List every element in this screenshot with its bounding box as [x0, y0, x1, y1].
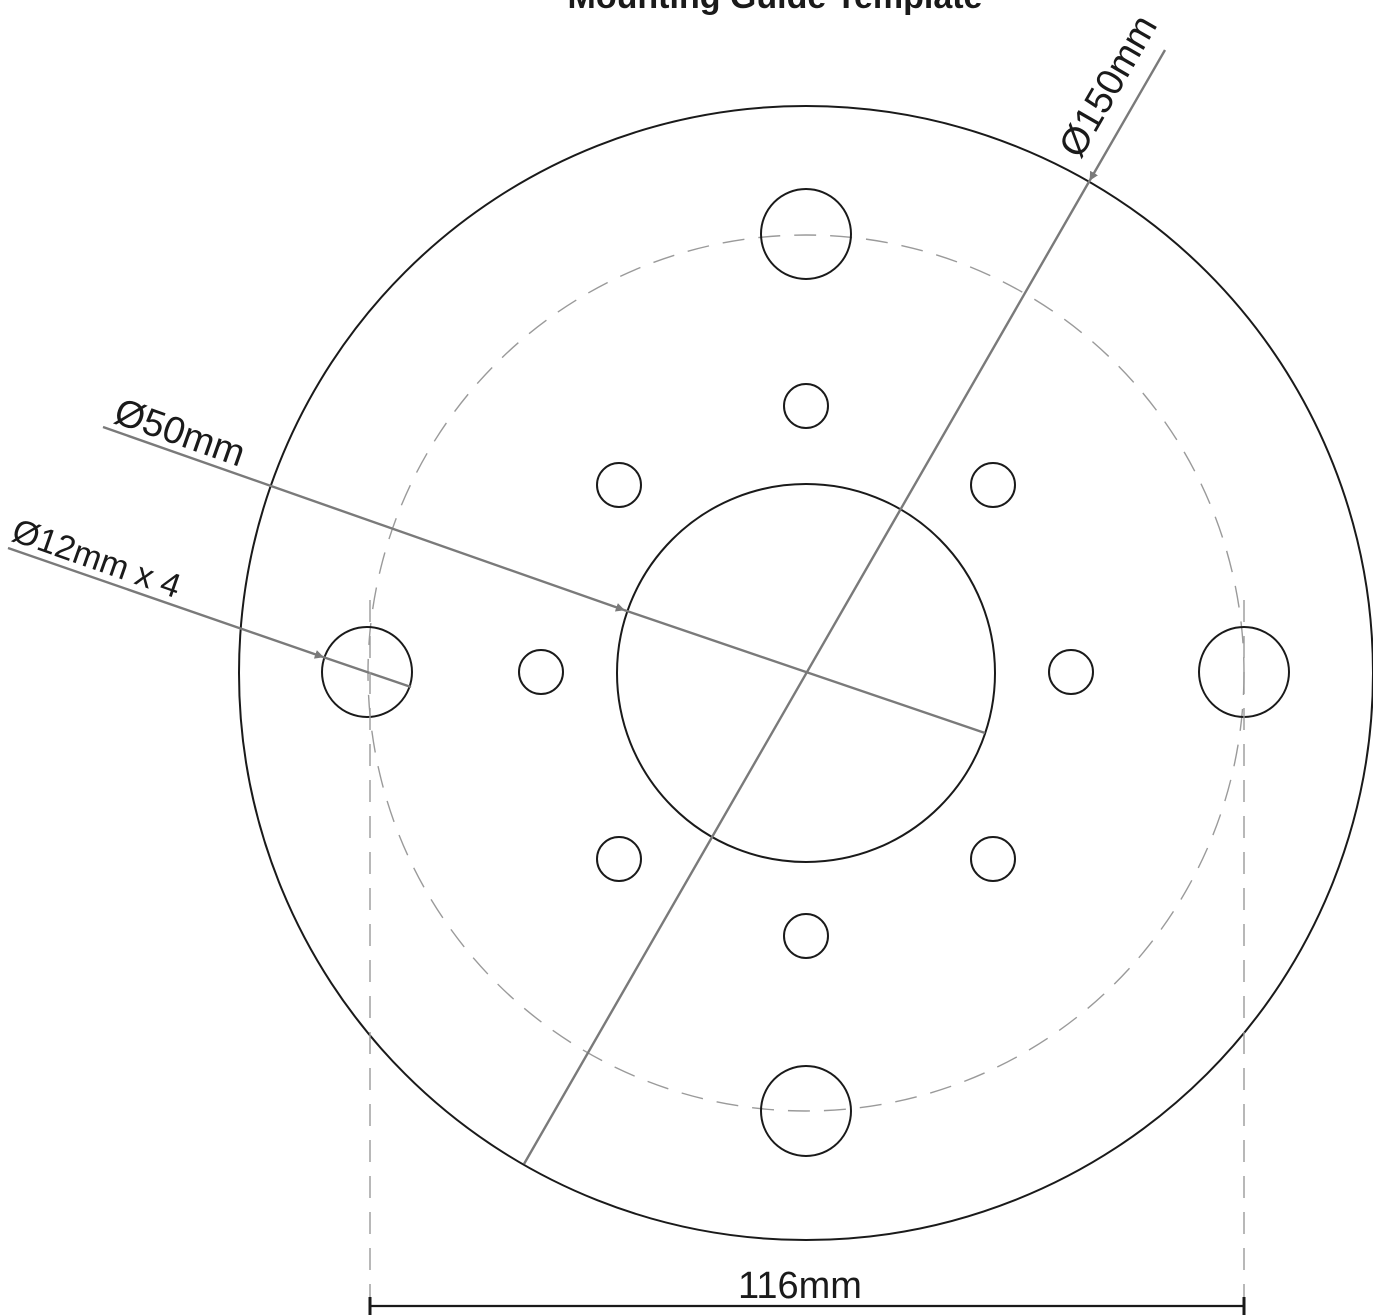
small-hole	[596, 462, 642, 508]
page-title: Mounting Guide Template	[568, 0, 983, 16]
mount-hole-left	[321, 626, 413, 718]
small-hole	[783, 383, 829, 429]
center-hole	[616, 483, 996, 863]
outer-circle	[238, 105, 1373, 1241]
small-hole	[783, 913, 829, 959]
mount-hole-bottom	[760, 1065, 852, 1157]
small-hole	[970, 462, 1016, 508]
center-hole-leader	[102, 425, 625, 612]
small-hole	[970, 836, 1016, 882]
mount-hole-label: Ø12mm x 4	[7, 512, 185, 606]
small-hole	[1048, 649, 1094, 695]
center-hole-label: Ø50mm	[109, 391, 250, 476]
mount-hole-dim-line	[322, 655, 412, 689]
outer-diameter-leader	[1088, 49, 1167, 181]
mount-hole-leader	[7, 546, 324, 659]
mount-hole-top	[760, 188, 852, 280]
small-hole	[518, 649, 564, 695]
center-hole-dim-line	[623, 608, 986, 735]
hole-spacing-label: 116mm	[738, 1265, 862, 1307]
small-hole	[596, 836, 642, 882]
outer-diameter-label: Ø150mm	[1051, 8, 1166, 164]
